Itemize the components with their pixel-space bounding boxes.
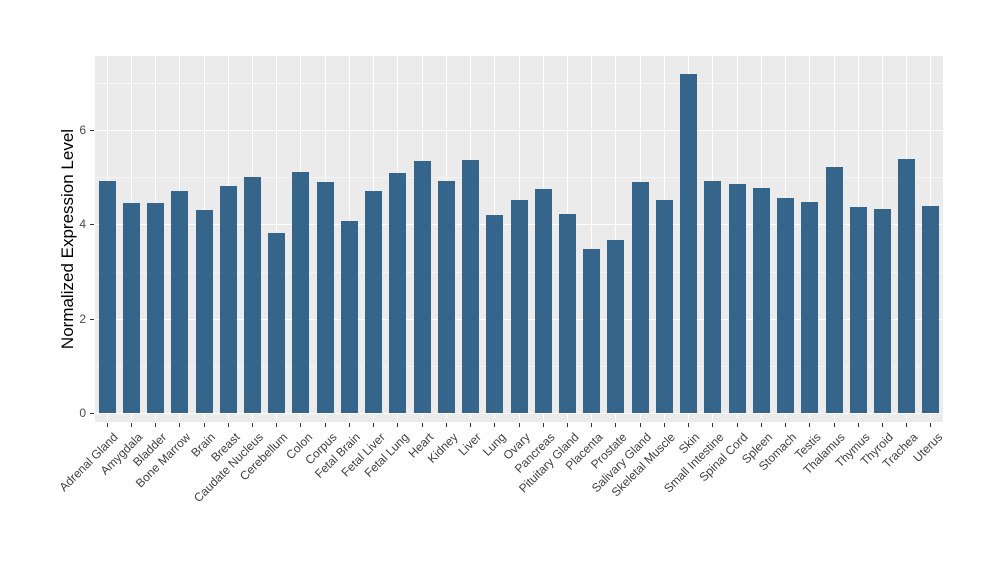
x-tick-mark: [906, 423, 908, 427]
y-tick-label: 0: [79, 406, 86, 420]
x-tick-mark: [542, 423, 544, 427]
x-tick-mark: [736, 423, 738, 427]
bar-stomach: [777, 197, 794, 413]
plot-panel: [95, 56, 943, 422]
x-tick-mark: [348, 423, 350, 427]
bar-thalamus: [825, 166, 843, 413]
y-tick-mark: [90, 224, 94, 226]
bar-pituitary-gland: [559, 213, 576, 413]
bar-spleen: [752, 187, 770, 413]
x-tick-mark: [857, 423, 859, 427]
x-tick-mark: [373, 423, 375, 427]
x-tick-mark: [639, 423, 641, 427]
x-tick-mark: [155, 423, 157, 427]
x-tick-mark: [809, 423, 811, 427]
bar-trachea: [898, 158, 916, 413]
bar-breast: [219, 186, 237, 413]
x-tick-mark: [130, 423, 132, 427]
x-tick-mark: [930, 423, 932, 427]
x-tick-mark: [760, 423, 762, 427]
y-tick-mark: [90, 413, 94, 414]
x-tick-mark: [785, 423, 786, 427]
x-tick-mark: [203, 423, 205, 427]
y-tick-label: 2: [79, 311, 86, 326]
bar-skin: [680, 73, 698, 413]
x-tick-mark: [300, 423, 302, 427]
x-tick-mark: [397, 423, 399, 427]
bar-liver: [462, 159, 479, 413]
x-tick-mark: [615, 423, 617, 427]
bar-kidney: [437, 180, 455, 413]
bar-heart: [413, 161, 431, 413]
bar-fetal-liver: [365, 190, 383, 413]
bar-pancreas: [534, 188, 552, 413]
bar-cerebellum: [268, 233, 286, 413]
bar-fetal-lung: [389, 173, 407, 413]
x-tick-mark: [494, 423, 496, 427]
bar-adrenal-gland: [98, 180, 116, 413]
x-tick-mark: [324, 423, 326, 427]
y-tick-mark: [90, 318, 94, 320]
bar-small-intestine: [704, 180, 722, 413]
x-tick-mark: [591, 423, 593, 427]
x-tick-mark: [276, 423, 278, 427]
x-tick-mark: [663, 423, 665, 427]
gridline-vertical: [591, 56, 593, 422]
x-tick-mark: [688, 423, 690, 427]
x-tick-mark: [445, 423, 447, 427]
y-tick-label: 6: [79, 123, 86, 137]
bar-bladder: [147, 202, 165, 413]
bar-amygdala: [122, 202, 140, 413]
bar-prostate: [607, 239, 625, 413]
bar-spinal-cord: [728, 183, 746, 413]
x-tick-mark: [712, 423, 714, 427]
gridline-vertical: [615, 56, 617, 422]
bar-ovary: [510, 200, 528, 413]
x-tick-mark: [179, 423, 181, 427]
bar-salivary-gland: [631, 182, 649, 413]
bar-fetal-brain: [340, 221, 358, 413]
x-tick-mark: [421, 423, 423, 427]
bar-placenta: [583, 248, 601, 413]
x-tick-mark: [252, 423, 253, 427]
y-tick-label: 4: [79, 217, 86, 232]
bar-colon: [292, 172, 310, 413]
x-tick-mark: [227, 423, 229, 427]
bar-lung: [486, 214, 504, 413]
bar-caudate-nucleus: [244, 177, 261, 413]
bar-corpus: [316, 182, 334, 413]
bar-thyroid: [873, 208, 891, 413]
bar-brain: [195, 210, 213, 413]
x-tick-mark: [881, 423, 883, 427]
x-tick-mark: [106, 423, 108, 427]
bar-uterus: [922, 205, 940, 413]
x-tick-mark: [567, 423, 568, 427]
x-tick-mark: [833, 423, 835, 427]
bar-testis: [801, 201, 819, 413]
y-tick-mark: [90, 130, 94, 131]
bar-thymus: [849, 206, 867, 413]
x-tick-mark: [518, 423, 520, 427]
bar-bone-marrow: [171, 191, 189, 413]
x-tick-label: Liver: [456, 430, 485, 459]
bar-skeletal-muscle: [655, 199, 673, 413]
x-tick-mark: [470, 423, 471, 427]
